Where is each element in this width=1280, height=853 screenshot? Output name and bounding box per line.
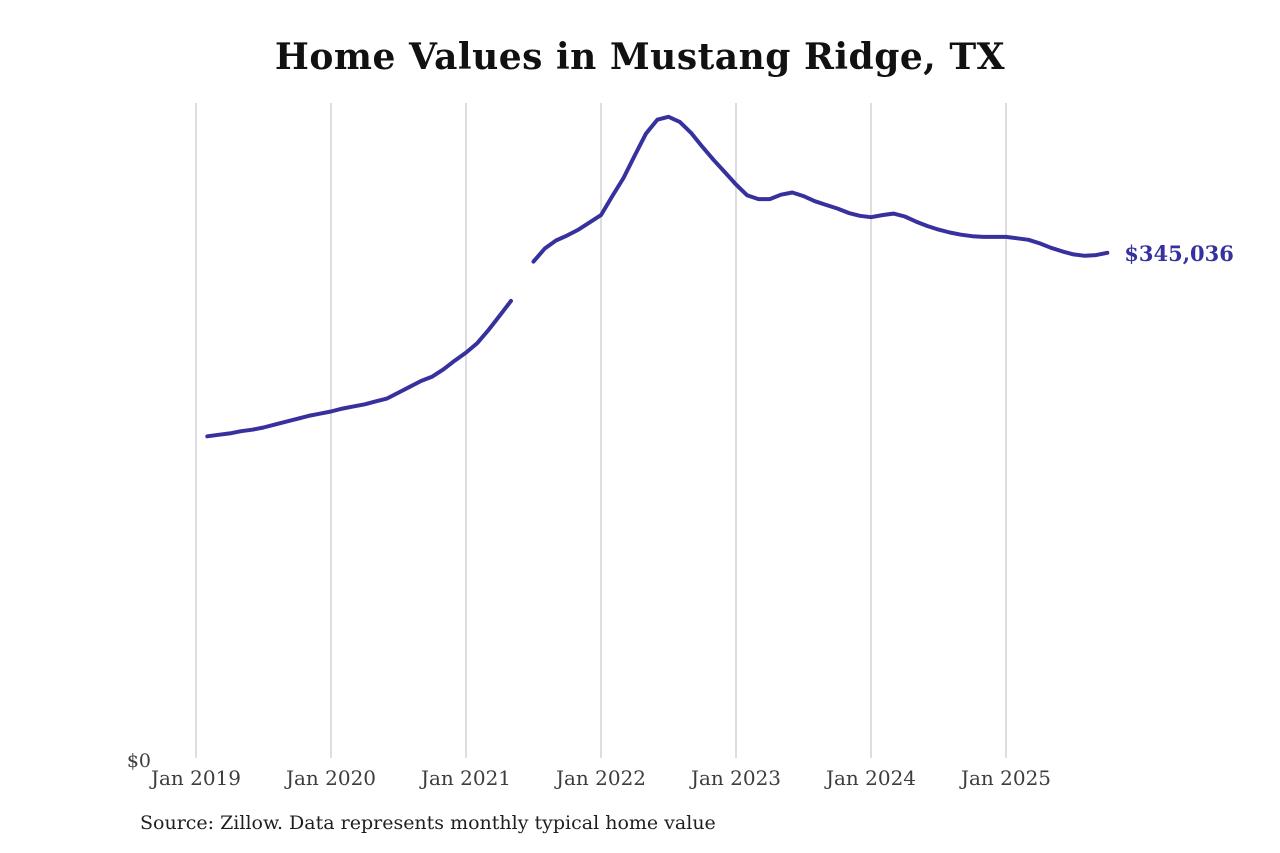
gridlines [195, 103, 1007, 758]
current-value-label: $345,036 [1124, 241, 1234, 266]
chart-title: Home Values in Mustang Ridge, TX [274, 36, 1006, 78]
source-note: Source: Zillow. Data represents monthly … [140, 812, 716, 834]
x-tick-2024-01: Jan 2024 [824, 766, 916, 790]
y-axis-zero-label: $0 [127, 750, 151, 772]
x-tick-2019-01: Jan 2019 [149, 766, 241, 790]
x-tick-2025-01: Jan 2025 [959, 766, 1051, 790]
x-tick-2022-01: Jan 2022 [554, 766, 646, 790]
x-tick-2023-01: Jan 2023 [689, 766, 781, 790]
x-axis-tick-labels: Jan 2019 Jan 2020 Jan 2021 Jan 2022 Jan 2023… [149, 766, 1051, 790]
home-value-line [205, 114, 1110, 439]
x-tick-2021-01: Jan 2021 [419, 766, 511, 790]
x-tick-2020-01: Jan 2020 [284, 766, 376, 790]
